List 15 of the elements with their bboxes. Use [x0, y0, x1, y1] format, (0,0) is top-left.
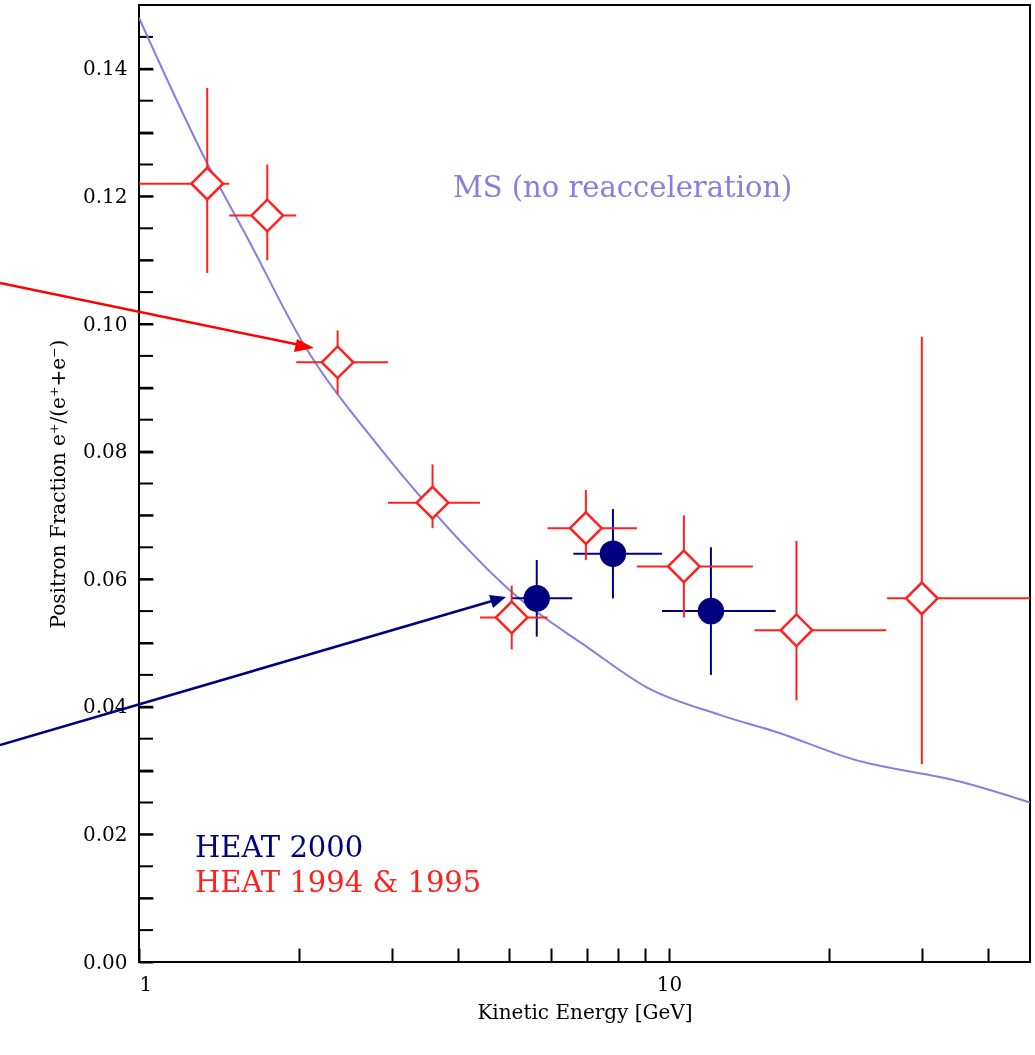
y-tick-label: 0.02: [82, 821, 128, 846]
y-axis-title: Positron Fraction e⁺/(e⁺+e⁻): [45, 339, 70, 629]
y-tick-label: 0.12: [82, 183, 128, 208]
y-tick-label: 0.10: [82, 311, 128, 336]
y-tick-label: 0.06: [82, 566, 128, 591]
x-tick-label: 10: [656, 971, 683, 996]
text: HEAT 2000: [195, 830, 364, 864]
text: MS (no reacceleration): [453, 170, 793, 204]
text: HEAT 1994 & 1995: [195, 865, 482, 899]
x-tick-label: 1: [139, 971, 153, 996]
x-axis-title: Kinetic Energy [GeV]: [477, 999, 693, 1024]
y-tick-label: 0.14: [82, 56, 128, 81]
y-tick-label: 0.08: [82, 439, 128, 464]
y-tick-label: 0.04: [82, 694, 128, 719]
y-tick-label: 0.00: [82, 949, 128, 974]
